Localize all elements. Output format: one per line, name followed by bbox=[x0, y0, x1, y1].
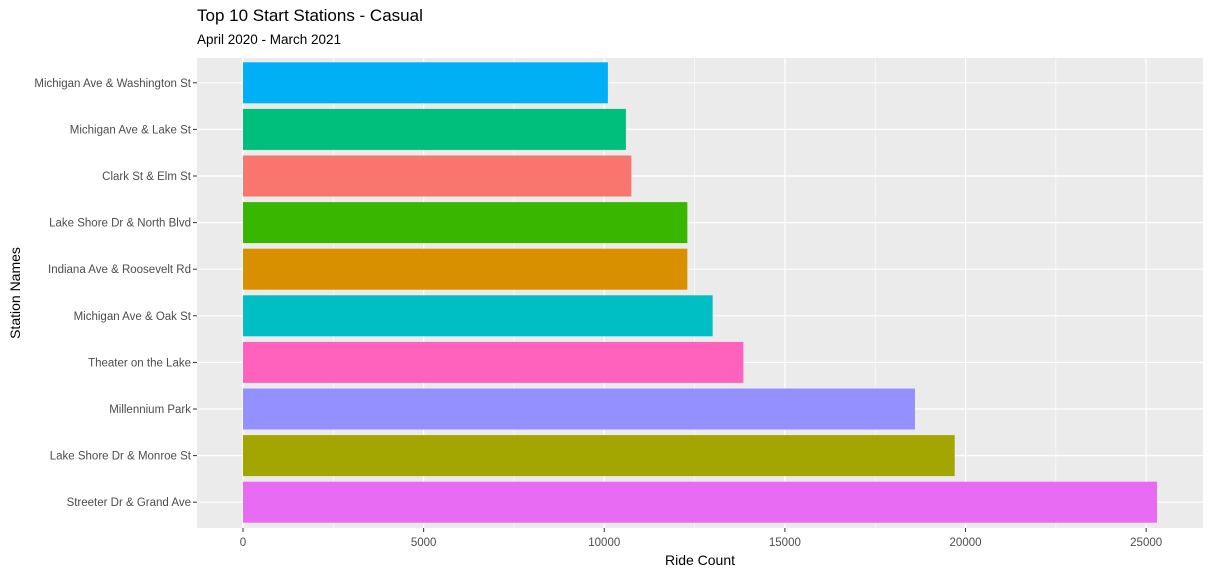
x-tick-label: 5000 bbox=[411, 537, 437, 549]
bar bbox=[243, 202, 688, 244]
bar bbox=[243, 155, 632, 197]
bar bbox=[243, 481, 1157, 523]
y-axis: Michigan Ave & Washington St Michigan Ave… bbox=[34, 78, 197, 509]
bar bbox=[243, 295, 713, 337]
bars bbox=[243, 62, 1157, 523]
y-tick-label: Clark St & Elm St bbox=[102, 171, 192, 183]
y-axis-title: Station Names bbox=[7, 247, 23, 339]
x-axis: 0 5000 10000 15000 20000 25000 bbox=[240, 528, 1162, 549]
x-tick-label: 20000 bbox=[950, 537, 982, 549]
bar bbox=[243, 62, 608, 104]
y-tick-label: Millennium Park bbox=[109, 404, 191, 416]
y-tick-label: Michigan Ave & Washington St bbox=[34, 78, 191, 90]
bar bbox=[243, 108, 626, 150]
x-axis-title: Ride Count bbox=[665, 552, 735, 568]
chart-title: Top 10 Start Stations - Casual bbox=[197, 6, 423, 25]
bar bbox=[243, 435, 955, 477]
y-tick-label: Lake Shore Dr & Monroe St bbox=[50, 451, 192, 463]
x-tick-label: 10000 bbox=[588, 537, 620, 549]
y-tick-label: Indiana Ave & Roosevelt Rd bbox=[48, 264, 191, 276]
x-tick-label: 25000 bbox=[1130, 537, 1162, 549]
chart-subtitle: April 2020 - March 2021 bbox=[197, 32, 342, 47]
y-tick-label: Michigan Ave & Lake St bbox=[70, 124, 192, 136]
bar bbox=[243, 248, 688, 290]
y-tick-label: Michigan Ave & Oak St bbox=[74, 311, 192, 323]
y-tick-label: Streeter Dr & Grand Ave bbox=[67, 497, 191, 509]
y-tick-label: Theater on the Lake bbox=[88, 357, 191, 369]
x-tick-label: 0 bbox=[240, 537, 246, 549]
bar bbox=[243, 388, 915, 430]
bar bbox=[243, 341, 744, 383]
x-tick-label: 15000 bbox=[769, 537, 801, 549]
y-tick-label: Lake Shore Dr & North Blvd bbox=[49, 218, 191, 230]
